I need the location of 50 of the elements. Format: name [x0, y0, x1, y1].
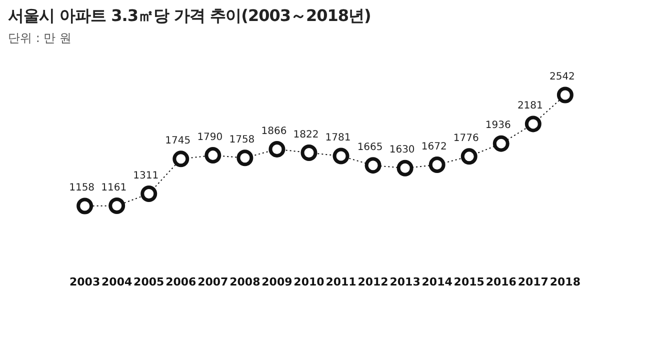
data-label: 1672 [421, 141, 447, 152]
point [428, 156, 446, 174]
x-tick-label: 2016 [486, 275, 517, 288]
x-tick-label: 2008 [230, 275, 260, 288]
x-tick-label: 2010 [294, 275, 325, 288]
point [556, 86, 574, 104]
data-label: 1790 [197, 132, 223, 143]
x-tick-label: 2007 [198, 275, 228, 288]
point [172, 150, 190, 168]
point [236, 150, 254, 166]
data-label: 1781 [325, 132, 351, 144]
point [332, 148, 350, 164]
point [460, 148, 478, 165]
x-tick-label: 2011 [326, 275, 356, 288]
chart-title: 서울시 아파트 3.3㎡당 가격 추이(2003～2018년) [8, 6, 371, 27]
point [300, 144, 318, 161]
point [268, 140, 286, 158]
data-label: 1776 [453, 133, 479, 144]
data-label: 2181 [517, 100, 543, 112]
point [140, 185, 158, 202]
data-label: 1161 [101, 182, 127, 194]
x-tick-label: 2013 [390, 275, 420, 288]
point [108, 198, 126, 214]
x-tick-label: 2014 [422, 275, 453, 288]
data-label: 1311 [133, 170, 159, 182]
data-label: 1158 [69, 182, 95, 194]
point [364, 157, 382, 174]
data-label: 1630 [389, 144, 415, 156]
point [204, 147, 222, 164]
data-label: 1758 [229, 134, 255, 146]
x-tick-label: 2005 [134, 275, 164, 288]
x-tick-label: 2015 [454, 275, 484, 288]
point [76, 198, 94, 214]
chart-subtitle: 단위 : 만 원 [8, 30, 72, 47]
data-label: 1936 [485, 120, 511, 132]
x-tick-label: 2018 [550, 275, 580, 288]
data-label: 1745 [165, 136, 191, 147]
point [492, 135, 510, 152]
x-tick-label: 2017 [518, 275, 548, 288]
point [396, 160, 414, 176]
x-tick-label: 2012 [358, 275, 388, 288]
x-tick-label: 2003 [70, 275, 100, 288]
x-tick-label: 2009 [262, 275, 292, 288]
x-tick-label: 2006 [166, 275, 197, 288]
point [524, 116, 542, 132]
data-label: 1665 [357, 142, 383, 153]
x-tick-label: 2004 [102, 275, 132, 288]
data-label: 1822 [293, 129, 319, 140]
data-label: 2542 [549, 72, 575, 83]
data-label: 1866 [261, 126, 287, 137]
